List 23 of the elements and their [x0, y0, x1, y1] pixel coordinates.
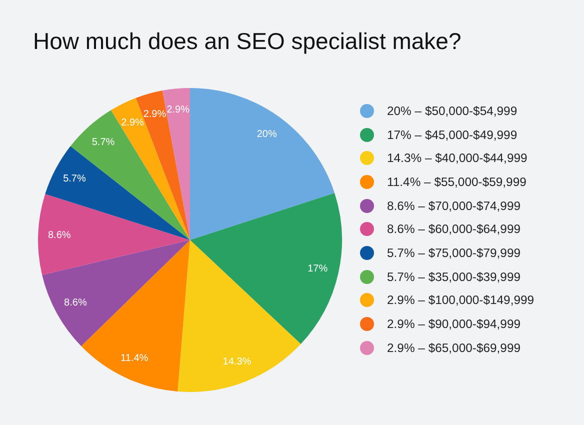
data-label: 17% [308, 263, 328, 274]
data-label: 2.9% [121, 117, 144, 128]
legend-label: 8.6% – $60,000-$64,999 [387, 222, 520, 236]
data-label: 8.6% [48, 230, 71, 241]
data-label: 2.9% [166, 104, 190, 116]
legend-label: 14.3% – $40,000-$44,999 [387, 151, 528, 166]
data-label: 2.9% [143, 108, 166, 120]
legend-label: 11.4% – $55,000-$59,999 [387, 174, 526, 189]
data-label: 5.7% [63, 174, 86, 185]
legend-label: 20% – $50,000-$54,999 [387, 104, 518, 118]
data-label: 8.6% [64, 298, 87, 309]
data-label: 5.7% [92, 136, 115, 148]
data-label: 20% [256, 128, 277, 140]
legend-label: 8.6% – $70,000-$74,999 [387, 198, 520, 213]
data-label: 14.3% [222, 356, 252, 368]
legend-label: 17% – $45,000-$49,999 [387, 128, 518, 142]
chart-title: How much does an SEO specialist make? [33, 28, 462, 55]
data-label: 11.4% [120, 353, 148, 364]
legend-label: 2.9% – $90,000-$94,999 [387, 317, 520, 332]
legend-label: 5.7% – $75,000-$79,999 [387, 246, 520, 260]
legend-label: 2.9% – $65,000-$69,999 [387, 340, 520, 355]
legend-label: 5.7% – $35,000-$39,999 [387, 270, 520, 284]
legend-label: 2.9% – $100,000-$149,999 [387, 293, 534, 308]
